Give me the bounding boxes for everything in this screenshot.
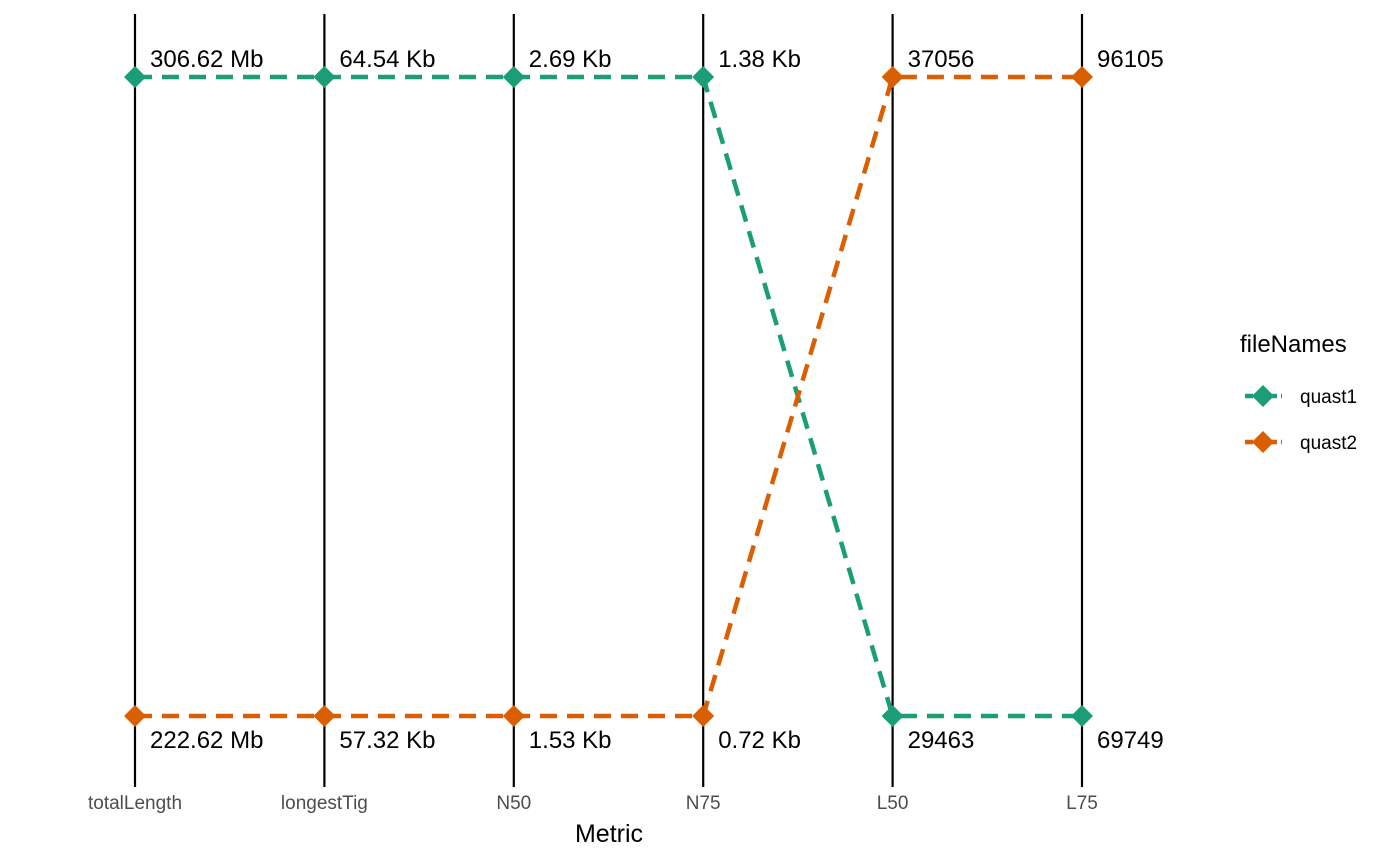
point-quast1-longesttig [313, 66, 336, 88]
x-tick-totallength: totalLength [88, 793, 182, 814]
legend-label-quast2: quast2 [1300, 433, 1357, 454]
point-quast2-totallength [124, 705, 146, 727]
value-label-quast2-l75: 96105 [1097, 46, 1164, 73]
x-tick-n50: N50 [496, 793, 531, 814]
x-tick-l50: L50 [877, 793, 909, 814]
legend-diamond-icon [1252, 385, 1274, 407]
x-axis-title: Metric [575, 820, 643, 848]
point-quast1-n75 [692, 66, 715, 88]
point-quast1-totallength [124, 66, 146, 88]
value-label-quast1-n50: 2.69 Kb [529, 46, 612, 73]
legend-diamond-icon [1252, 431, 1274, 453]
x-tick-l75: L75 [1066, 793, 1098, 814]
value-label-quast2-n50: 1.53 Kb [529, 727, 612, 754]
point-quast1-l50 [881, 705, 904, 727]
legend-item-quast2: quast2 [1245, 431, 1357, 454]
series-line-quast2 [135, 74, 1082, 719]
value-labels: 306.62 Mb 64.54 Kb 2.69 Kb 1.38 Kb 29463 6974… [150, 46, 1164, 754]
x-tick-labels: totalLength longestTig N50 N75 L50 L75 [88, 793, 1098, 814]
series-line-quast1 [135, 74, 1082, 719]
legend-title: fileNames [1240, 331, 1347, 358]
series-points [124, 66, 1093, 727]
legend: fileNames quast1 quast2 [1240, 331, 1357, 454]
point-quast2-n75 [692, 705, 715, 727]
metric-axes [133, 14, 1084, 787]
legend-item-quast1: quast1 [1245, 385, 1357, 408]
value-label-quast1-l75: 69749 [1097, 727, 1164, 754]
value-label-quast1-totallength: 306.62 Mb [150, 46, 263, 73]
x-tick-n75: N75 [686, 793, 721, 814]
series-lines [135, 74, 1082, 719]
value-label-quast2-n75: 0.72 Kb [718, 727, 801, 754]
point-quast2-l50 [881, 66, 904, 88]
x-tick-longesttig: longestTig [281, 793, 368, 814]
point-quast1-n50 [502, 66, 525, 88]
value-label-quast2-totallength: 222.62 Mb [150, 727, 263, 754]
value-label-quast1-longesttig: 64.54 Kb [339, 46, 435, 73]
legend-label-quast1: quast1 [1300, 387, 1357, 408]
value-label-quast1-l50: 29463 [908, 727, 975, 754]
value-label-quast2-longesttig: 57.32 Kb [339, 727, 435, 754]
point-quast1-l75 [1071, 705, 1093, 727]
value-label-quast2-l50: 37056 [908, 46, 975, 73]
point-quast2-n50 [502, 705, 525, 727]
value-label-quast1-n75: 1.38 Kb [718, 46, 801, 73]
point-quast2-longesttig [313, 705, 336, 727]
point-quast2-l75 [1071, 66, 1093, 88]
